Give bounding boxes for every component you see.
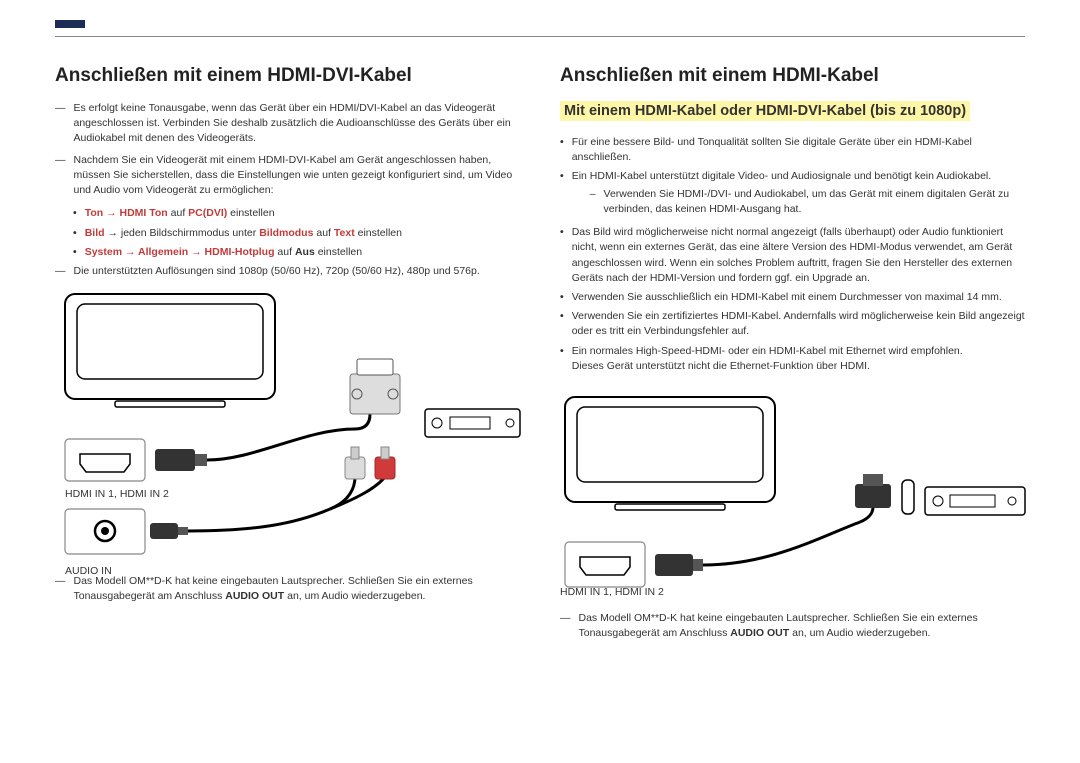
note-text: Es erfolgt keine Tonausgabe, wenn das Ge… — [74, 101, 521, 147]
hdmi-dvi-diagram — [55, 289, 520, 564]
port-label-hdmi-right: HDMI IN 1, HDMI IN 2 — [560, 586, 664, 598]
note-text: Nachdem Sie ein Videogerät mit einem HDM… — [74, 153, 521, 199]
left-column: Anschließen mit einem HDMI-DVI-Kabel ― E… — [55, 65, 520, 650]
sub-dash-icon: ‒ — [590, 187, 596, 217]
footnote-text: Das Modell OM**D-K hat keine eingebauten… — [579, 611, 1026, 641]
note-item: ― Es erfolgt keine Tonausgabe, wenn das … — [55, 101, 520, 147]
bullet-dot-icon: • — [560, 344, 564, 374]
bullet-text: Ein HDMI-Kabel unterstützt digitale Vide… — [572, 169, 1025, 221]
bullet-text: System → Allgemein → HDMI-Hotplug auf Au… — [85, 245, 362, 260]
dash-icon: ― — [560, 611, 571, 641]
port-label-audio: AUDIO IN — [65, 565, 112, 577]
bullet-text: Bild → jeden Bildschirmmodus unter Bildm… — [85, 226, 402, 241]
bullet-text: Verwenden Sie ein zertifiziertes HDMI-Ka… — [572, 309, 1025, 339]
footnote: ― Das Modell OM**D-K hat keine eingebaut… — [560, 611, 1025, 641]
right-heading: Anschließen mit einem HDMI-Kabel — [560, 65, 1025, 87]
bullet-dot-icon: • — [73, 206, 77, 221]
bullet-item: • Bild → jeden Bildschirmmodus unter Bil… — [73, 226, 520, 241]
hdmi-diagram — [560, 392, 1025, 597]
note-item: ― Nachdem Sie ein Videogerät mit einem H… — [55, 153, 520, 199]
footnote: ― Das Modell OM**D-K hat keine eingebaut… — [55, 574, 520, 604]
bullet-item: • Ton → HDMI Ton auf PC(DVI) einstellen — [73, 206, 520, 221]
bullet-item: • Verwenden Sie ein zertifiziertes HDMI-… — [560, 309, 1025, 339]
left-heading: Anschließen mit einem HDMI-DVI-Kabel — [55, 65, 520, 87]
bullet-item: • Das Bild wird möglicherweise nicht nor… — [560, 225, 1025, 286]
bullet-item: • Ein HDMI-Kabel unterstützt digitale Vi… — [560, 169, 1025, 221]
sub-bullet-item: ‒ Verwenden Sie HDMI-/DVI- und Audiokabe… — [590, 187, 1025, 217]
bullet-item: • Verwenden Sie ausschließlich ein HDMI-… — [560, 290, 1025, 305]
bullet-dot-icon: • — [560, 169, 564, 221]
bullet-text: Ein normales High-Speed-HDMI- oder ein H… — [572, 344, 963, 374]
right-column: Anschließen mit einem HDMI-Kabel Mit ein… — [560, 65, 1025, 650]
dash-icon: ― — [55, 574, 66, 604]
note-text: Die unterstützten Auflösungen sind 1080p… — [74, 264, 480, 279]
bullet-item: • System → Allgemein → HDMI-Hotplug auf … — [73, 245, 520, 260]
bullet-dot-icon: • — [560, 290, 564, 305]
bullet-dot-icon: • — [560, 225, 564, 286]
dash-icon: ― — [55, 101, 66, 147]
bullet-dot-icon: • — [73, 226, 77, 241]
bullet-text: Verwenden Sie ausschließlich ein HDMI-Ka… — [572, 290, 1002, 305]
dash-icon: ― — [55, 153, 66, 199]
bullet-text: Das Bild wird möglicherweise nicht norma… — [572, 225, 1025, 286]
bullet-text: Für eine bessere Bild- und Tonqualität s… — [572, 135, 1025, 165]
bullet-dot-icon: • — [560, 135, 564, 165]
bullet-dot-icon: • — [560, 309, 564, 339]
note-item: ― Die unterstützten Auflösungen sind 108… — [55, 264, 520, 279]
header-rule — [55, 36, 1025, 37]
bullet-item: • Für eine bessere Bild- und Tonqualität… — [560, 135, 1025, 165]
port-label-hdmi: HDMI IN 1, HDMI IN 2 — [65, 488, 169, 500]
dash-icon: ― — [55, 264, 66, 279]
footnote-text: Das Modell OM**D-K hat keine eingebauten… — [74, 574, 521, 604]
bullet-item: • Ein normales High-Speed-HDMI- oder ein… — [560, 344, 1025, 374]
bullet-dot-icon: • — [73, 245, 77, 260]
header-accent-block — [55, 20, 85, 28]
right-subheading: Mit einem HDMI-Kabel oder HDMI-DVI-Kabel… — [560, 101, 970, 121]
bullet-text: Ton → HDMI Ton auf PC(DVI) einstellen — [85, 206, 275, 221]
